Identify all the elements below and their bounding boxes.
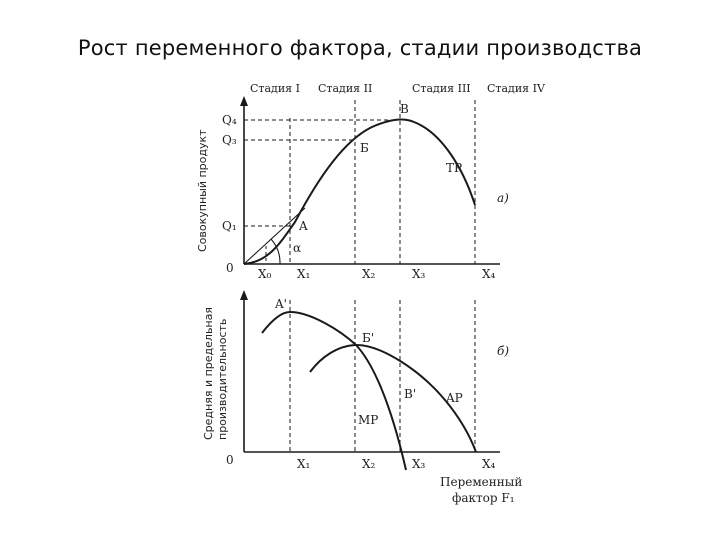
ap-curve <box>309 343 477 453</box>
bottom-panel <box>240 290 500 471</box>
stage-3-label: Стадия III <box>412 82 471 95</box>
tangent-line <box>243 207 306 265</box>
y-tick-q4: Q₄ <box>222 113 237 127</box>
stage-2-label: Стадия II <box>318 82 372 95</box>
x-tick-x2: X₂ <box>362 267 376 281</box>
mp-curve-label: MP <box>358 413 378 427</box>
point-v-prime-label: B' <box>404 387 416 401</box>
panel-b-tag: б) <box>497 344 509 358</box>
stage-4-label: Стадия IV <box>487 82 546 95</box>
top-origin-label: 0 <box>226 261 234 275</box>
x-tick-x4: X₄ <box>482 267 496 281</box>
tp-curve-label: ТР <box>446 161 462 175</box>
bottom-x-tick-x1: X₁ <box>297 457 310 471</box>
x-axis-label-line-2: фактор F₁ <box>452 491 515 505</box>
bottom-y-label-2: производительность <box>216 319 229 440</box>
point-b-prime-label: Б' <box>362 331 374 345</box>
top-panel <box>240 96 500 265</box>
bottom-x-tick-x2: X₂ <box>362 457 376 471</box>
bottom-x-tick-x3: X₃ <box>412 457 426 471</box>
y-tick-q1: Q₁ <box>222 219 237 233</box>
x-tick-x3: X₃ <box>412 267 426 281</box>
x-tick-x0: X₀ <box>258 267 272 281</box>
bottom-y-label-1: Средняя и предельная <box>202 307 215 440</box>
alpha-label: α <box>293 241 301 255</box>
panel-a-tag: а) <box>497 191 509 205</box>
alpha-arc <box>270 238 281 265</box>
point-a-label: A <box>298 219 308 233</box>
y-tick-q3: Q₃ <box>222 133 237 147</box>
ap-curve-label: AP <box>445 391 463 405</box>
point-v-label: B <box>400 102 409 116</box>
bottom-y-arrow-icon <box>240 290 248 300</box>
bottom-origin-label: 0 <box>226 453 234 467</box>
point-b-label: Б <box>360 141 369 155</box>
x-axis-label-line-1: Переменный <box>440 475 522 489</box>
top-y-arrow-icon <box>240 96 248 106</box>
x-tick-x1: X₁ <box>297 267 310 281</box>
total-product-curve <box>243 118 476 265</box>
bottom-x-tick-x4: X₄ <box>482 457 496 471</box>
page-title: Рост переменного фактора, стадии произво… <box>77 36 643 60</box>
point-a-prime-label: A' <box>274 297 287 311</box>
top-y-axis-label: Совокупный продукт <box>196 129 209 252</box>
stage-1-label: Стадия I <box>250 82 300 95</box>
mp-curve <box>261 310 407 471</box>
